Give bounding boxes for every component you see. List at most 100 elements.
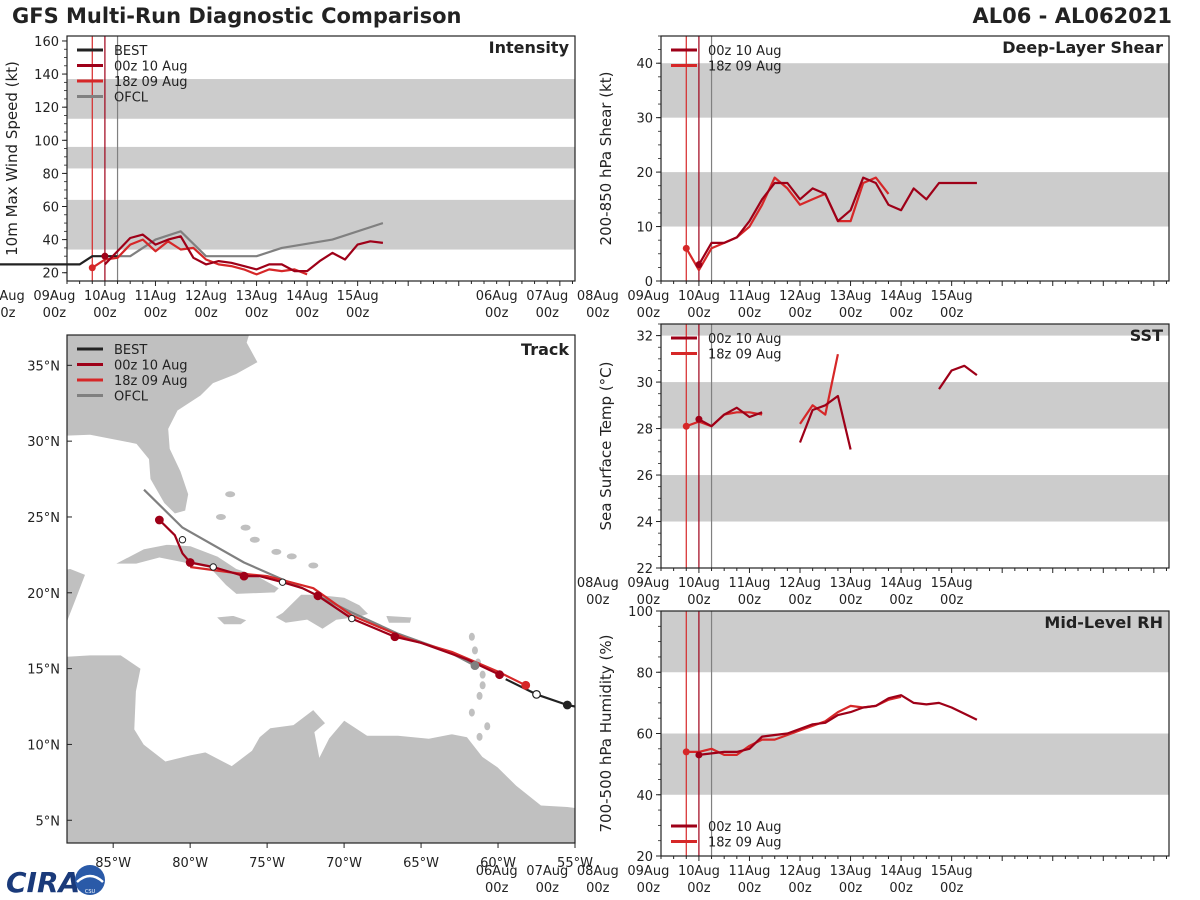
intensity-x-tick-label-15Aug: 15Aug xyxy=(337,289,379,304)
sst-marker-run_00z xyxy=(695,415,703,423)
track-marker-best-1 xyxy=(532,689,541,699)
track-y-tick-label-15: 15°N xyxy=(27,663,60,678)
sst-x-tick-label-10Aug: 10Aug xyxy=(678,576,720,591)
track-legend-label-run_18z: 18z 09 Aug xyxy=(114,374,188,389)
sst-y-tick-label-32: 32 xyxy=(636,330,653,345)
track-series-best xyxy=(505,678,575,708)
rh-x-tick-sublabel-11Aug: 00z xyxy=(738,881,762,896)
track-x-tick-label--85: 85°W xyxy=(95,856,131,871)
shear-x-tick-label-06Aug: 06Aug xyxy=(476,289,518,304)
sst-series-run_00z-seg-1 xyxy=(798,394,852,450)
sst-y-tick-label-22: 22 xyxy=(636,562,653,577)
sst-x-tick-sublabel-12Aug: 00z xyxy=(788,593,812,608)
rh-x-tick-sublabel-09Aug: 00z xyxy=(637,881,661,896)
intensity-x-tick-label-09Aug: 09Aug xyxy=(33,289,75,304)
rh-x-tick-sublabel-07Aug: 00z xyxy=(536,881,560,896)
rh-marker-run_18z xyxy=(682,748,690,756)
csu-logo-swoosh xyxy=(76,874,104,883)
sst-x-tick-sublabel-10Aug: 00z xyxy=(687,593,711,608)
track-open-marker-run_00z-3 xyxy=(178,536,187,544)
cira-logo-text: CIRA xyxy=(6,866,80,898)
track-marker-run_00z-4 xyxy=(185,558,195,567)
intensity-band-1 xyxy=(67,146,575,169)
intensity-series-ofcl xyxy=(117,222,384,258)
track-marker-run_00z-3 xyxy=(239,571,249,581)
track-marker-run_00z-1 xyxy=(390,632,400,642)
rh-series-run_00z xyxy=(698,694,978,756)
track-x-tick-label--75: 75°W xyxy=(249,856,285,871)
intensity-x-tick-sublabel-14Aug: 00z xyxy=(295,306,319,321)
track-legend-label-best: BEST xyxy=(114,343,147,358)
land-antilles-3 xyxy=(479,670,486,679)
rh-y-tick-label-60: 60 xyxy=(636,728,653,743)
rh-x-tick-sublabel-10Aug: 00z xyxy=(687,881,711,896)
sst-legend-label-run_18z: 18z 09 Aug xyxy=(708,348,782,363)
rh-y-tick-label-80: 80 xyxy=(636,666,653,681)
intensity-x-tick-sublabel-12Aug: 00z xyxy=(194,306,218,321)
rh-y-tick-label-40: 40 xyxy=(636,789,653,804)
track-x-tick-label--60: 60°W xyxy=(480,856,516,871)
rh-x-tick-label-07Aug: 07Aug xyxy=(526,864,568,879)
rh-x-tick-sublabel-06Aug: 00z xyxy=(485,881,509,896)
shear-x-tick-sublabel-11Aug: 00z xyxy=(738,306,762,321)
sst-x-tick-sublabel-15Aug: 00z xyxy=(940,593,964,608)
shear-band-1 xyxy=(661,63,1169,118)
land-bahamas-0 xyxy=(215,513,226,520)
intensity-x-tick-sublabel-15Aug: 00z xyxy=(346,306,370,321)
sst-x-tick-label-14Aug: 14Aug xyxy=(880,576,922,591)
intensity-y-tick-label-140: 140 xyxy=(34,68,59,83)
shear-marker-run_00z xyxy=(695,261,703,269)
shear-x-tick-label-10Aug: 10Aug xyxy=(678,289,720,304)
intensity-series-run_00z xyxy=(104,233,384,273)
cira-logo: CIRA CSU xyxy=(6,865,105,898)
storm-id-label: AL06 - AL062021 xyxy=(972,4,1173,28)
rh-marker-run_00z xyxy=(695,751,703,759)
shear-x-tick-sublabel-12Aug: 00z xyxy=(788,306,812,321)
rh-y-axis-label: 700-500 hPa Humidity (%) xyxy=(597,634,615,832)
intensity-x-tick-sublabel-10Aug: 00z xyxy=(93,306,117,321)
sst-x-tick-label-12Aug: 12Aug xyxy=(779,576,821,591)
sst-x-tick-sublabel-11Aug: 00z xyxy=(738,593,762,608)
track-y-tick-label-20: 20°N xyxy=(27,587,60,602)
csu-logo-text: CSU xyxy=(85,889,96,895)
sst-x-tick-sublabel-08Aug: 00z xyxy=(586,593,610,608)
intensity-legend-label-run_00z: 00z 10 Aug xyxy=(114,60,188,75)
track-y-tick-label-10: 10°N xyxy=(27,738,60,753)
track-y-tick-label-35: 35°N xyxy=(27,359,60,374)
rh-x-tick-label-11Aug: 11Aug xyxy=(728,864,770,879)
rh-x-tick-sublabel-13Aug: 00z xyxy=(839,881,863,896)
sst-band-0 xyxy=(661,475,1169,522)
rh-x-tick-label-12Aug: 12Aug xyxy=(779,864,821,879)
shear-x-tick-sublabel-08Aug: 00z xyxy=(586,306,610,321)
rh-band-0 xyxy=(661,733,1169,795)
intensity-y-tick-label-80: 80 xyxy=(42,167,59,182)
shear-x-tick-sublabel-14Aug: 00z xyxy=(889,306,913,321)
sst-x-tick-label-11Aug: 11Aug xyxy=(728,576,770,591)
track-marker-run_00z-5 xyxy=(154,515,164,525)
land-antilles-8 xyxy=(484,722,491,731)
shear-x-tick-label-11Aug: 11Aug xyxy=(728,289,770,304)
shear-x-tick-label-09Aug: 09Aug xyxy=(627,289,669,304)
land-bahamas-5 xyxy=(286,553,297,560)
page-title: GFS Multi-Run Diagnostic Comparison xyxy=(12,4,462,28)
land-bahamas-4 xyxy=(271,548,282,555)
intensity-x-tick-sublabel-11Aug: 00z xyxy=(144,306,168,321)
track-x-tick-label--65: 65°W xyxy=(403,856,439,871)
intensity-y-axis-label: 10m Max Wind Speed (kt) xyxy=(3,61,21,256)
intensity-x-tick-sublabel-13Aug: 00z xyxy=(245,306,269,321)
land-antilles-0 xyxy=(468,632,475,641)
sst-frame xyxy=(660,323,1170,569)
intensity-x-tick-label-11Aug: 11Aug xyxy=(134,289,176,304)
land-yucatan xyxy=(67,568,87,625)
shear-band-0 xyxy=(661,172,1169,227)
track-marker-run_18z-0 xyxy=(521,680,531,690)
land-puerto-rico xyxy=(385,615,413,624)
intensity-frame xyxy=(66,35,576,282)
sst-marker-run_18z xyxy=(682,422,690,430)
shear-y-tick-label-0: 0 xyxy=(645,275,653,290)
land-antilles-7 xyxy=(476,732,483,741)
shear-x-tick-label-08Aug: 08Aug xyxy=(577,289,619,304)
intensity-series-run_18z xyxy=(91,238,308,276)
shear-x-tick-label-12Aug: 12Aug xyxy=(779,289,821,304)
